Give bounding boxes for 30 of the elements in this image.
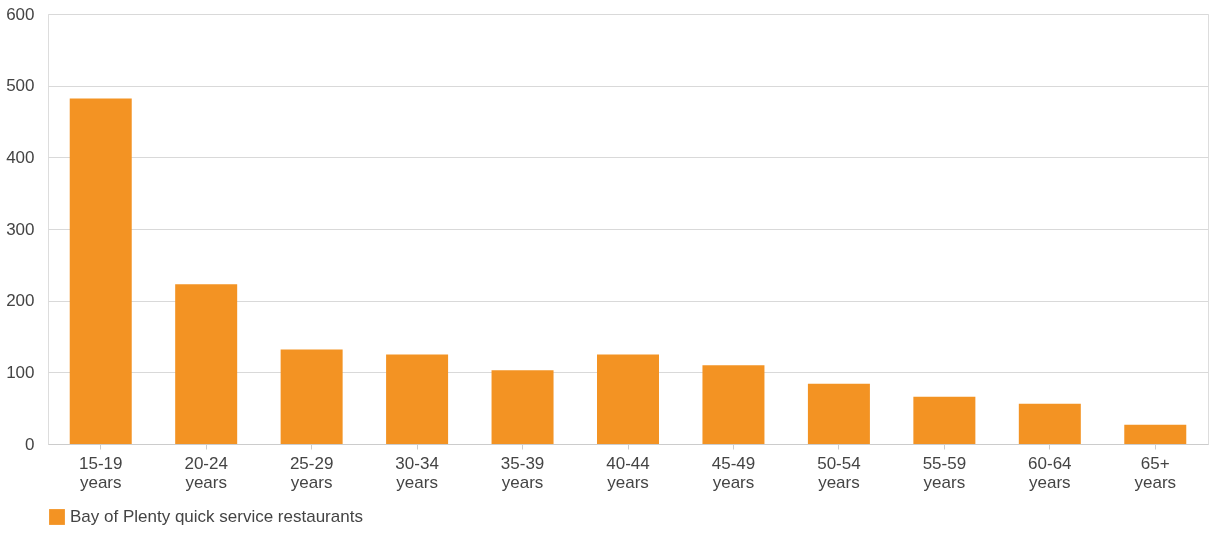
bar (491, 370, 554, 444)
bar (913, 396, 976, 444)
y-tick-label: 500 (6, 76, 35, 96)
bar (1018, 403, 1081, 444)
y-tick-label: 0 (25, 434, 35, 454)
bar (175, 284, 238, 444)
x-tick-label: 65+ years (1134, 453, 1177, 492)
x-tick-label: 15-19 years (78, 453, 123, 492)
bar (807, 383, 870, 444)
x-tick-label: 25-29 years (289, 453, 334, 492)
x-tick-label: 45-49 years (711, 453, 756, 492)
bar (702, 365, 765, 444)
x-tick-label: 40-44 years (606, 453, 650, 492)
bar (597, 354, 659, 444)
bar (386, 354, 449, 444)
legend-label: Bay of Plenty quick service restaurants (70, 507, 363, 526)
y-tick-label: 100 (6, 362, 35, 382)
y-tick-label: 400 (6, 147, 35, 167)
x-tick-label: 50-54 years (817, 453, 861, 492)
y-tick-label: 300 (6, 219, 35, 239)
y-tick-label: 200 (6, 291, 35, 311)
x-tick-label: 60-64 years (1028, 453, 1072, 492)
bar (69, 98, 132, 444)
bar (1124, 424, 1187, 444)
bar (280, 349, 343, 444)
x-tick-label: 20-24 years (184, 453, 228, 492)
x-tick-label: 55-59 years (922, 453, 967, 492)
y-tick-label: 600 (6, 4, 35, 24)
x-tick-label: 30-34 years (395, 453, 439, 492)
x-tick-label: 35-39 years (500, 453, 545, 492)
